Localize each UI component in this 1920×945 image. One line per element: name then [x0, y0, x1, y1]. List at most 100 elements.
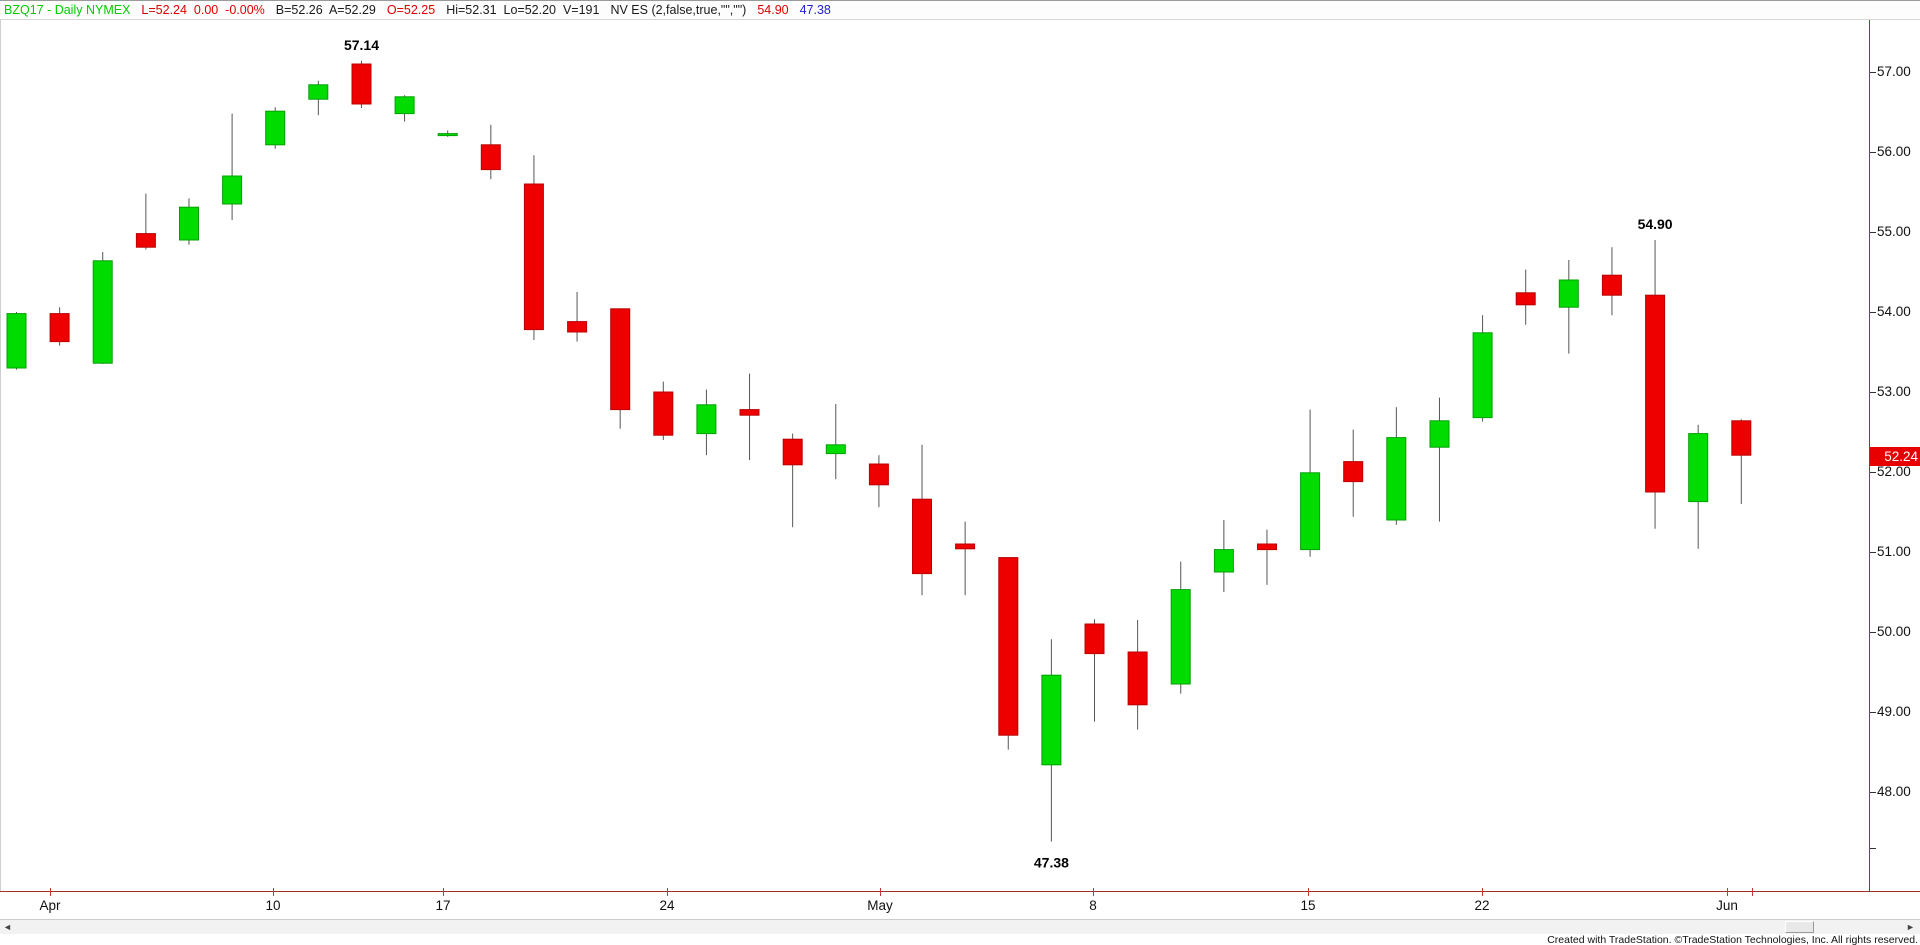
candle	[1472, 315, 1493, 422]
candle	[825, 404, 846, 480]
candle-body	[92, 260, 113, 364]
candle-body	[1257, 543, 1277, 551]
candle-body	[998, 557, 1019, 736]
candle	[1386, 407, 1407, 525]
candle	[222, 113, 243, 220]
time-axis[interactable]: Apr 10 17 24 May 8 15 22 Jun	[0, 888, 1920, 919]
candle-body	[523, 183, 544, 331]
date-tick	[1752, 888, 1753, 896]
scroll-right-arrow-icon[interactable]: ►	[1906, 922, 1915, 932]
price-tick	[1870, 711, 1876, 713]
status-segment: BZQ17 - Daily NYMEX	[4, 3, 131, 17]
price-tick-label: 57.00	[1877, 64, 1911, 79]
candle	[1213, 520, 1234, 592]
candle	[567, 292, 588, 342]
price-axis[interactable]: 52.24 57.00 56.00 55.00 54.00 53.00 52.00 51.0…	[1869, 20, 1920, 891]
price-tick	[1870, 151, 1876, 153]
price-tick-label: 56.00	[1877, 144, 1911, 159]
candle	[308, 80, 329, 116]
candle-body	[437, 133, 458, 137]
status-segment: Hi=52.31 Lo=52.20 V=191	[446, 3, 600, 17]
candle-body	[179, 206, 199, 241]
candle-body	[1558, 279, 1579, 308]
horizontal-scrollbar[interactable]: ◄ ►	[0, 919, 1920, 934]
candle-body	[1041, 674, 1062, 766]
copyright-text: Created with TradeStation. ©TradeStation…	[0, 934, 1918, 945]
swing-price-annotation: 57.14	[344, 37, 379, 53]
candle	[49, 307, 70, 346]
candle-body	[567, 321, 588, 333]
candle-body	[265, 110, 286, 146]
candle	[1429, 397, 1450, 522]
price-tick-label: 53.00	[1877, 384, 1911, 399]
candle	[1127, 620, 1148, 730]
price-tick	[1870, 231, 1876, 233]
swing-price-annotation: 47.38	[1034, 855, 1069, 871]
candle-body	[868, 463, 889, 486]
candle	[265, 107, 286, 149]
candle	[1300, 409, 1321, 557]
scroll-left-arrow-icon[interactable]: ◄	[3, 922, 12, 932]
candle-body	[480, 144, 501, 171]
price-tick	[1870, 631, 1876, 633]
last-price-badge: 52.24	[1870, 447, 1920, 466]
scrollbar-thumb[interactable]	[1785, 921, 1814, 933]
candle	[696, 389, 717, 456]
candle-body	[1645, 294, 1666, 493]
candle-body	[955, 543, 976, 550]
candle	[1041, 639, 1062, 842]
candle	[653, 381, 674, 440]
candle-body	[1213, 549, 1234, 573]
date-tick-label: Jun	[1716, 898, 1738, 913]
candle-body	[1386, 437, 1407, 521]
price-tick-label: 48.00	[1877, 784, 1911, 799]
candle	[1731, 419, 1752, 504]
date-tick-label: 8	[1089, 898, 1097, 913]
date-tick	[1093, 888, 1094, 896]
candle	[998, 557, 1019, 750]
chart-status-bar: BZQ17 - Daily NYMEX L=52.24 0.00 -0.00% B=…	[0, 1, 1920, 20]
date-tick	[880, 888, 881, 896]
candle-body	[308, 84, 329, 100]
date-tick-label: 10	[265, 898, 281, 913]
date-tick	[1482, 888, 1483, 896]
candle-body	[49, 313, 70, 343]
candle	[610, 308, 631, 429]
price-tick	[1870, 471, 1876, 473]
candle-body	[610, 308, 631, 411]
candle-body	[1343, 461, 1364, 483]
candle-body	[1084, 623, 1105, 655]
chart-plot-area[interactable]: 57.14 47.38 54.90	[0, 20, 1869, 891]
date-tick-label: 17	[435, 898, 451, 913]
candle	[92, 252, 113, 364]
date-tick	[667, 888, 668, 896]
date-tick	[1727, 888, 1728, 896]
price-tick	[1870, 71, 1876, 73]
candle	[6, 312, 27, 370]
status-segment: L=52.24 0.00 -0.00%	[141, 3, 265, 17]
price-tick-label: 55.00	[1877, 224, 1911, 239]
candle	[1170, 561, 1191, 694]
candle	[351, 60, 372, 108]
price-tick-label: 52.00	[1877, 464, 1911, 479]
candle	[437, 130, 458, 137]
status-segment: 47.38	[799, 3, 831, 17]
price-tick	[1870, 791, 1876, 793]
swing-price-annotation: 54.90	[1638, 216, 1673, 232]
candle	[1558, 260, 1579, 354]
date-tick-label: Apr	[39, 898, 61, 913]
status-segment: 54.90	[757, 3, 789, 17]
date-tick	[50, 888, 51, 896]
candle-body	[653, 391, 674, 436]
candle-body	[394, 96, 415, 115]
candle-body	[351, 63, 372, 105]
date-tick	[1308, 888, 1309, 896]
price-tick	[1870, 551, 1876, 553]
date-tick-label: May	[867, 898, 893, 913]
price-tick-label: 49.00	[1877, 704, 1911, 719]
price-tick-label: 54.00	[1877, 304, 1911, 319]
candle-body	[6, 313, 27, 369]
candlestick-chart[interactable]: 57.14 47.38 54.90	[1, 20, 1869, 891]
candle	[135, 193, 156, 250]
